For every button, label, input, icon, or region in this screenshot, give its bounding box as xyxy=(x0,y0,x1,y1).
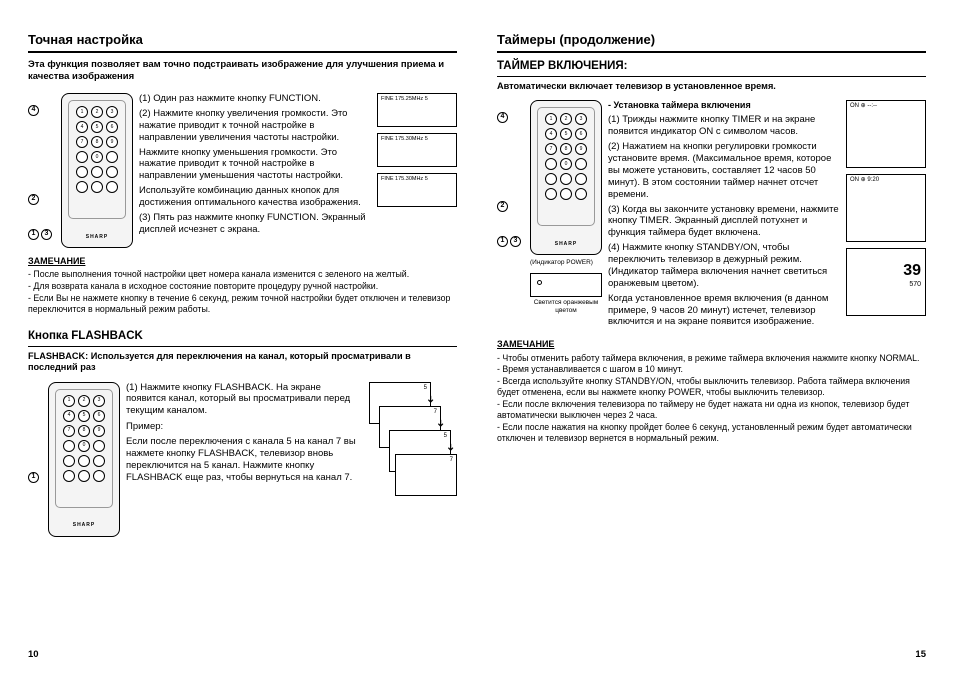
osd-box: ON ⊕ 9:20 xyxy=(846,174,926,242)
osd-box: FINE 175.25MHz 5 xyxy=(377,93,457,127)
page-number: 15 xyxy=(915,649,926,661)
note-title: ЗАМЕЧАНИЕ xyxy=(28,256,457,267)
remote-brand: SHARP xyxy=(531,241,601,247)
flashback-intro: FLASHBACK: Используется для переключения… xyxy=(28,351,457,374)
intro-text: Автоматически включает телевизор в устан… xyxy=(497,81,926,93)
osd-column: FINE 175.25MHz 5 FINE 175.30MHz 5 FINE 1… xyxy=(377,93,457,248)
remote-illustration: 123 456 789 0 SHARP xyxy=(48,382,120,537)
note-title: ЗАМЕЧАНИЕ xyxy=(497,339,926,350)
callout-column: 4 2 1 3 xyxy=(28,93,55,248)
steps-text: - Установка таймера включения (1) Трижды… xyxy=(608,100,840,331)
note-section: ЗАМЕЧАНИЕ - После выполнения точной наст… xyxy=(28,256,457,315)
power-caption: Светится оранжевым цветом xyxy=(530,299,602,315)
remote-illustration: 123 456 789 0 SHARP xyxy=(61,93,133,248)
page-number: 10 xyxy=(28,649,39,661)
callout-3: 3 xyxy=(41,229,52,240)
callout-column: 1 xyxy=(28,382,42,537)
flashback-osd-stack: 5➜ 7➜ 5➜ 7 xyxy=(369,382,457,502)
callout-column: 4 2 1 3 xyxy=(497,100,524,331)
callout-1: 1 xyxy=(497,236,508,247)
note-section: ЗАМЕЧАНИЕ - Чтобы отменить работу таймер… xyxy=(497,339,926,444)
callout-4: 4 xyxy=(28,105,39,116)
section-title: Точная настройка xyxy=(28,32,457,53)
remote-brand: SHARP xyxy=(62,234,132,240)
callout-1: 1 xyxy=(28,472,39,483)
osd-box: ON ⊕ --:-- xyxy=(846,100,926,168)
osd-box: FINE 175.30MHz 5 xyxy=(377,173,457,207)
remote-and-power: 123 456 789 0 SHARP (Индикатор POWER) xyxy=(530,100,602,331)
callout-2: 2 xyxy=(497,201,508,212)
callout-2: 2 xyxy=(28,194,39,205)
section-title: Кнопка FLASHBACK xyxy=(28,329,457,346)
callout-3: 3 xyxy=(510,236,521,247)
callout-1: 1 xyxy=(28,229,39,240)
osd-box: 39 570 xyxy=(846,248,926,316)
remote-brand: SHARP xyxy=(49,522,119,528)
remote-illustration: 123 456 789 0 SHARP xyxy=(530,100,602,255)
power-indicator-label: (Индикатор POWER) xyxy=(530,259,593,267)
callout-4: 4 xyxy=(497,112,508,123)
flashback-text: (1) Нажмите кнопку FLASHBACK. На экране … xyxy=(126,382,363,537)
power-indicator-box xyxy=(530,273,602,297)
intro-text: Эта функция позволяет вам точно подстраи… xyxy=(28,59,457,83)
section-title: Таймеры (продолжение) xyxy=(497,32,926,53)
subsection-title: ТАЙМЕР ВКЛЮЧЕНИЯ: xyxy=(497,59,926,76)
steps-text: (1) Один раз нажмите кнопку FUNCTION. (2… xyxy=(139,93,371,248)
osd-column: ON ⊕ --:-- ON ⊕ 9:20 39 570 xyxy=(846,100,926,331)
osd-box: FINE 175.30MHz 5 xyxy=(377,133,457,167)
